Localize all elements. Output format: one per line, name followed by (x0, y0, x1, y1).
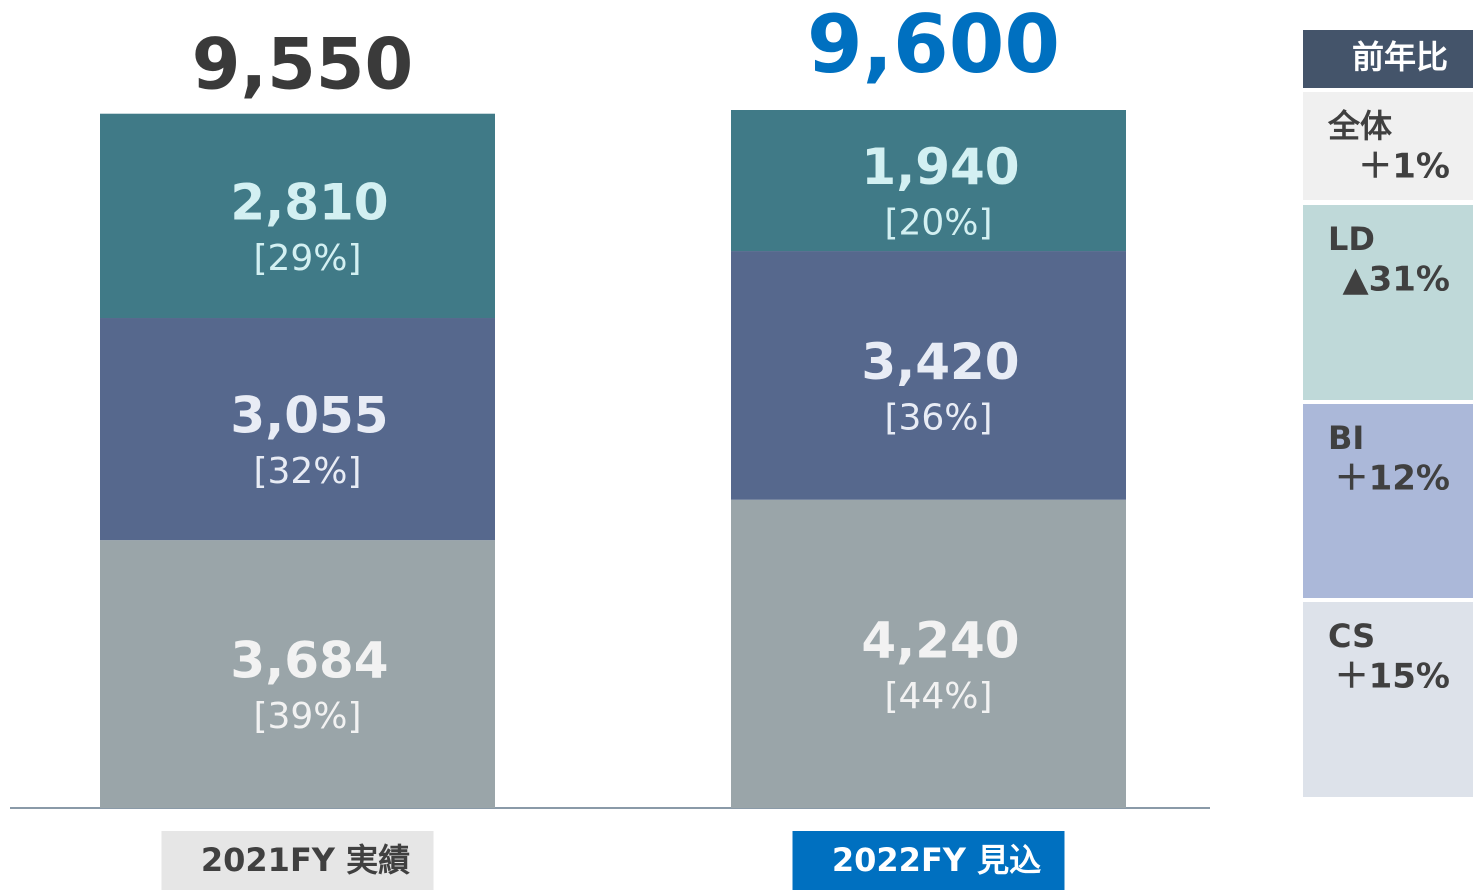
share-label: [36%] (884, 397, 992, 438)
value-label: 1,940 (861, 138, 1019, 196)
row-change: ＋12% (1335, 459, 1450, 499)
share-label: [39%] (253, 696, 361, 737)
bar-segment (731, 499, 1126, 808)
category-box (792, 831, 1065, 890)
table-header: 前年比 (1352, 38, 1448, 76)
row-name: 全体 (1327, 107, 1392, 145)
bar-segment (731, 251, 1126, 500)
value-label: 4,240 (861, 611, 1019, 669)
x-tick-label: 2021FY 実績 (201, 841, 410, 879)
total-label: 9,550 (192, 24, 413, 106)
row-name: BI (1328, 419, 1364, 457)
category-box (161, 831, 434, 890)
table-header-bg (1303, 30, 1473, 88)
row-change: ＋15% (1335, 657, 1450, 697)
value-label: 3,055 (230, 387, 388, 445)
bar-segment (731, 110, 1126, 252)
table-row-bg (1303, 602, 1473, 797)
table-row-bg (1303, 404, 1473, 598)
bar-segment (100, 113, 495, 319)
table-row-bg (1303, 205, 1473, 400)
value-label: 3,420 (861, 333, 1019, 391)
bar-segment (100, 540, 495, 808)
x-tick-label: 2022FY 見込 (832, 841, 1041, 879)
table-row-bg (1303, 92, 1473, 200)
row-change: ＋1% (1358, 147, 1450, 187)
share-label: [20%] (884, 203, 992, 244)
share-label: [32%] (253, 451, 361, 492)
share-label: [44%] (884, 676, 992, 717)
value-label: 3,684 (230, 632, 388, 690)
row-change: ▲31% (1342, 260, 1450, 300)
total-label: 9,600 (807, 0, 1060, 91)
value-label: 2,810 (230, 173, 388, 231)
row-name: LD (1328, 220, 1375, 258)
bar-segment (100, 318, 495, 541)
row-name: CS (1328, 617, 1375, 655)
share-label: [29%] (253, 238, 361, 279)
